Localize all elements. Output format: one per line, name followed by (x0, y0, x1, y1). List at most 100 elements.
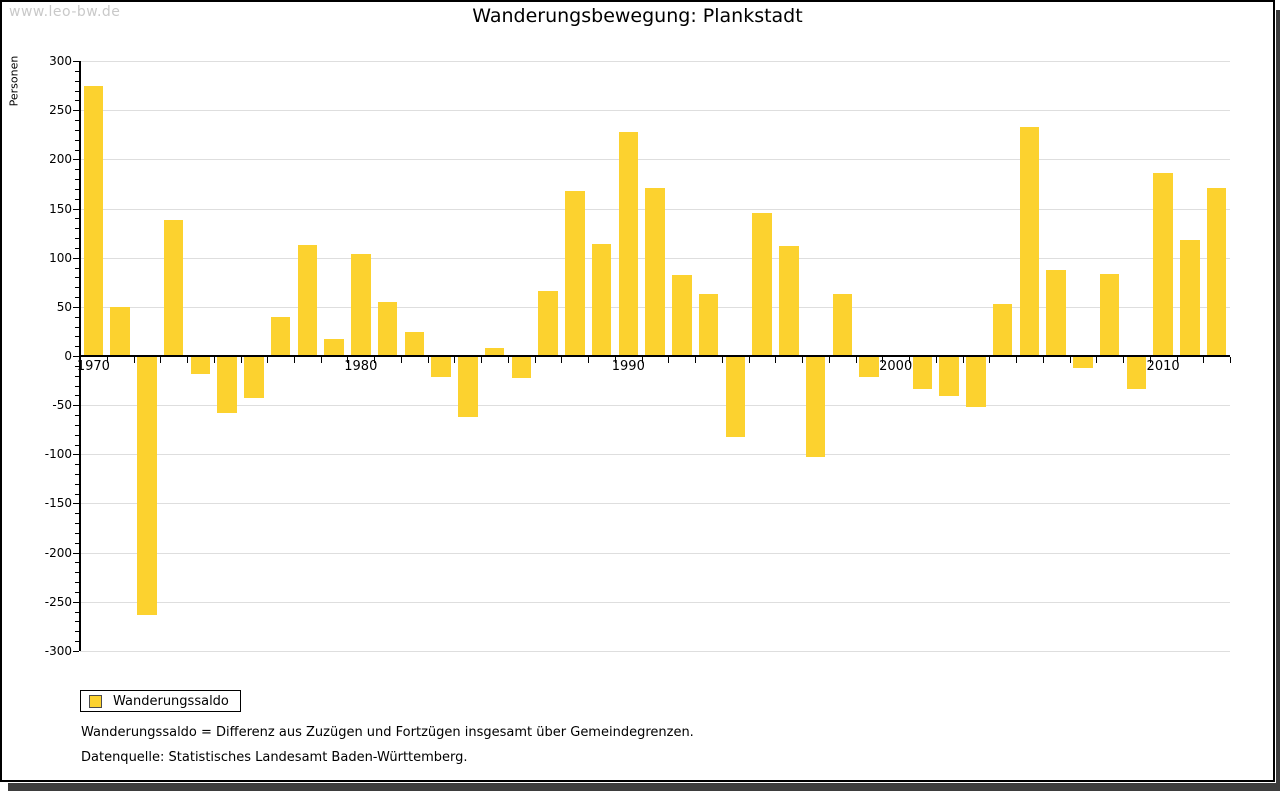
x-tick-19 (588, 357, 590, 363)
x-tick-43 (1230, 357, 1231, 363)
y-major-tick-200 (73, 159, 79, 161)
y-minor-tick-30 (75, 326, 79, 328)
bar-1985 (484, 348, 505, 356)
gridline-300 (80, 61, 1230, 63)
y-minor-tick-270 (75, 90, 79, 92)
y-tick-label-250: 250 (49, 103, 72, 118)
bar-1983 (431, 356, 451, 377)
x-tick-0 (80, 357, 81, 363)
bar-1999 (859, 356, 879, 377)
bar-2010 (1153, 173, 1173, 356)
y-axis-line (79, 61, 81, 651)
x-tick-8 (294, 357, 295, 363)
y-major-tick-100 (73, 257, 79, 259)
y-minor-tick--220 (75, 572, 79, 574)
y-minor-tick--210 (75, 562, 79, 564)
y-major-tick-150 (73, 208, 79, 210)
bar-1970 (83, 85, 104, 356)
bar-1974 (190, 356, 211, 374)
y-tick-label-300: 300 (49, 54, 72, 69)
y-tick-label-150: 150 (49, 201, 72, 216)
bar-1980 (351, 253, 371, 356)
x-tick-6 (240, 357, 242, 363)
y-minor-tick-40 (75, 316, 79, 318)
x-tick-9 (320, 357, 322, 363)
footnote-definition: Wanderungssaldo = Differenz aus Zuzügen … (81, 725, 694, 740)
y-minor-tick-120 (75, 238, 79, 239)
y-minor-tick-260 (75, 100, 79, 102)
y-minor-tick--40 (75, 395, 79, 397)
y-minor-tick-20 (75, 336, 79, 338)
y-minor-tick-60 (75, 297, 79, 298)
x-tick-23 (695, 357, 697, 363)
bar-2006 (1046, 269, 1066, 356)
y-major-tick--300 (73, 650, 79, 652)
legend-label: Wanderungssaldo (113, 693, 229, 709)
gridline--150 (80, 503, 1230, 505)
bar-1991 (645, 187, 665, 356)
y-minor-tick-80 (75, 277, 79, 279)
y-minor-tick-230 (75, 129, 79, 131)
bar-2008 (1099, 274, 1120, 356)
y-minor-tick--180 (75, 532, 79, 534)
x-tick-7 (267, 357, 269, 363)
bar-1978 (297, 244, 318, 356)
gridline--100 (80, 454, 1230, 456)
x-tick-31 (909, 357, 911, 363)
y-tick-label-50: 50 (56, 299, 72, 314)
bar-1972 (137, 356, 157, 615)
x-tick-41 (1176, 357, 1178, 363)
x-tick-label-1970: 1970 (76, 359, 110, 374)
y-tick-label--100: -100 (44, 447, 72, 462)
bar-1979 (324, 339, 344, 356)
bar-1996 (779, 245, 799, 356)
x-tick-4 (187, 357, 188, 363)
bar-1994 (725, 356, 745, 437)
x-tick-16 (507, 357, 509, 363)
y-minor-tick-220 (75, 139, 79, 141)
y-major-tick--200 (73, 552, 79, 554)
bar-1990 (618, 131, 638, 356)
gridline--200 (80, 552, 1230, 554)
x-tick-35 (1016, 357, 1017, 363)
y-minor-tick--290 (75, 641, 79, 643)
x-tick-10 (347, 357, 349, 363)
bar-2003 (966, 356, 986, 408)
y-minor-tick--130 (75, 483, 79, 485)
gridline--250 (80, 601, 1230, 603)
y-minor-tick-240 (75, 120, 79, 122)
bar-1982 (404, 332, 425, 356)
x-tick-24 (721, 357, 723, 363)
x-tick-34 (989, 357, 991, 363)
legend: Wanderungssaldo (80, 690, 241, 712)
y-major-tick--150 (73, 503, 79, 505)
bar-2007 (1073, 356, 1093, 368)
y-minor-tick--270 (75, 621, 79, 623)
y-major-tick-0 (73, 356, 79, 357)
y-minor-tick--20 (75, 375, 79, 377)
x-tick-17 (534, 357, 536, 363)
y-minor-tick--120 (75, 474, 79, 475)
x-axis-zero-line (80, 355, 1230, 357)
bar-2012 (1206, 187, 1227, 356)
y-minor-tick-70 (75, 287, 79, 289)
x-tick-28 (828, 357, 830, 363)
chart-title: Wanderungsbewegung: Plankstadt (472, 5, 803, 27)
x-tick-5 (213, 357, 215, 363)
bar-1988 (565, 190, 585, 356)
y-minor-tick--80 (75, 434, 79, 436)
x-tick-2 (133, 357, 135, 363)
x-tick-label-1980: 1980 (344, 359, 378, 374)
x-tick-label-2010: 2010 (1146, 359, 1180, 374)
y-tick-label--300: -300 (44, 643, 72, 658)
y-minor-tick-190 (75, 169, 79, 171)
y-minor-tick--110 (75, 464, 79, 466)
x-tick-36 (1042, 357, 1044, 363)
y-minor-tick--170 (75, 523, 79, 525)
gridline-250 (80, 110, 1230, 112)
bar-1989 (591, 243, 612, 356)
y-tick-label--50: -50 (52, 398, 72, 413)
x-tick-3 (160, 357, 162, 363)
x-tick-37 (1069, 357, 1071, 363)
x-tick-25 (748, 357, 750, 363)
